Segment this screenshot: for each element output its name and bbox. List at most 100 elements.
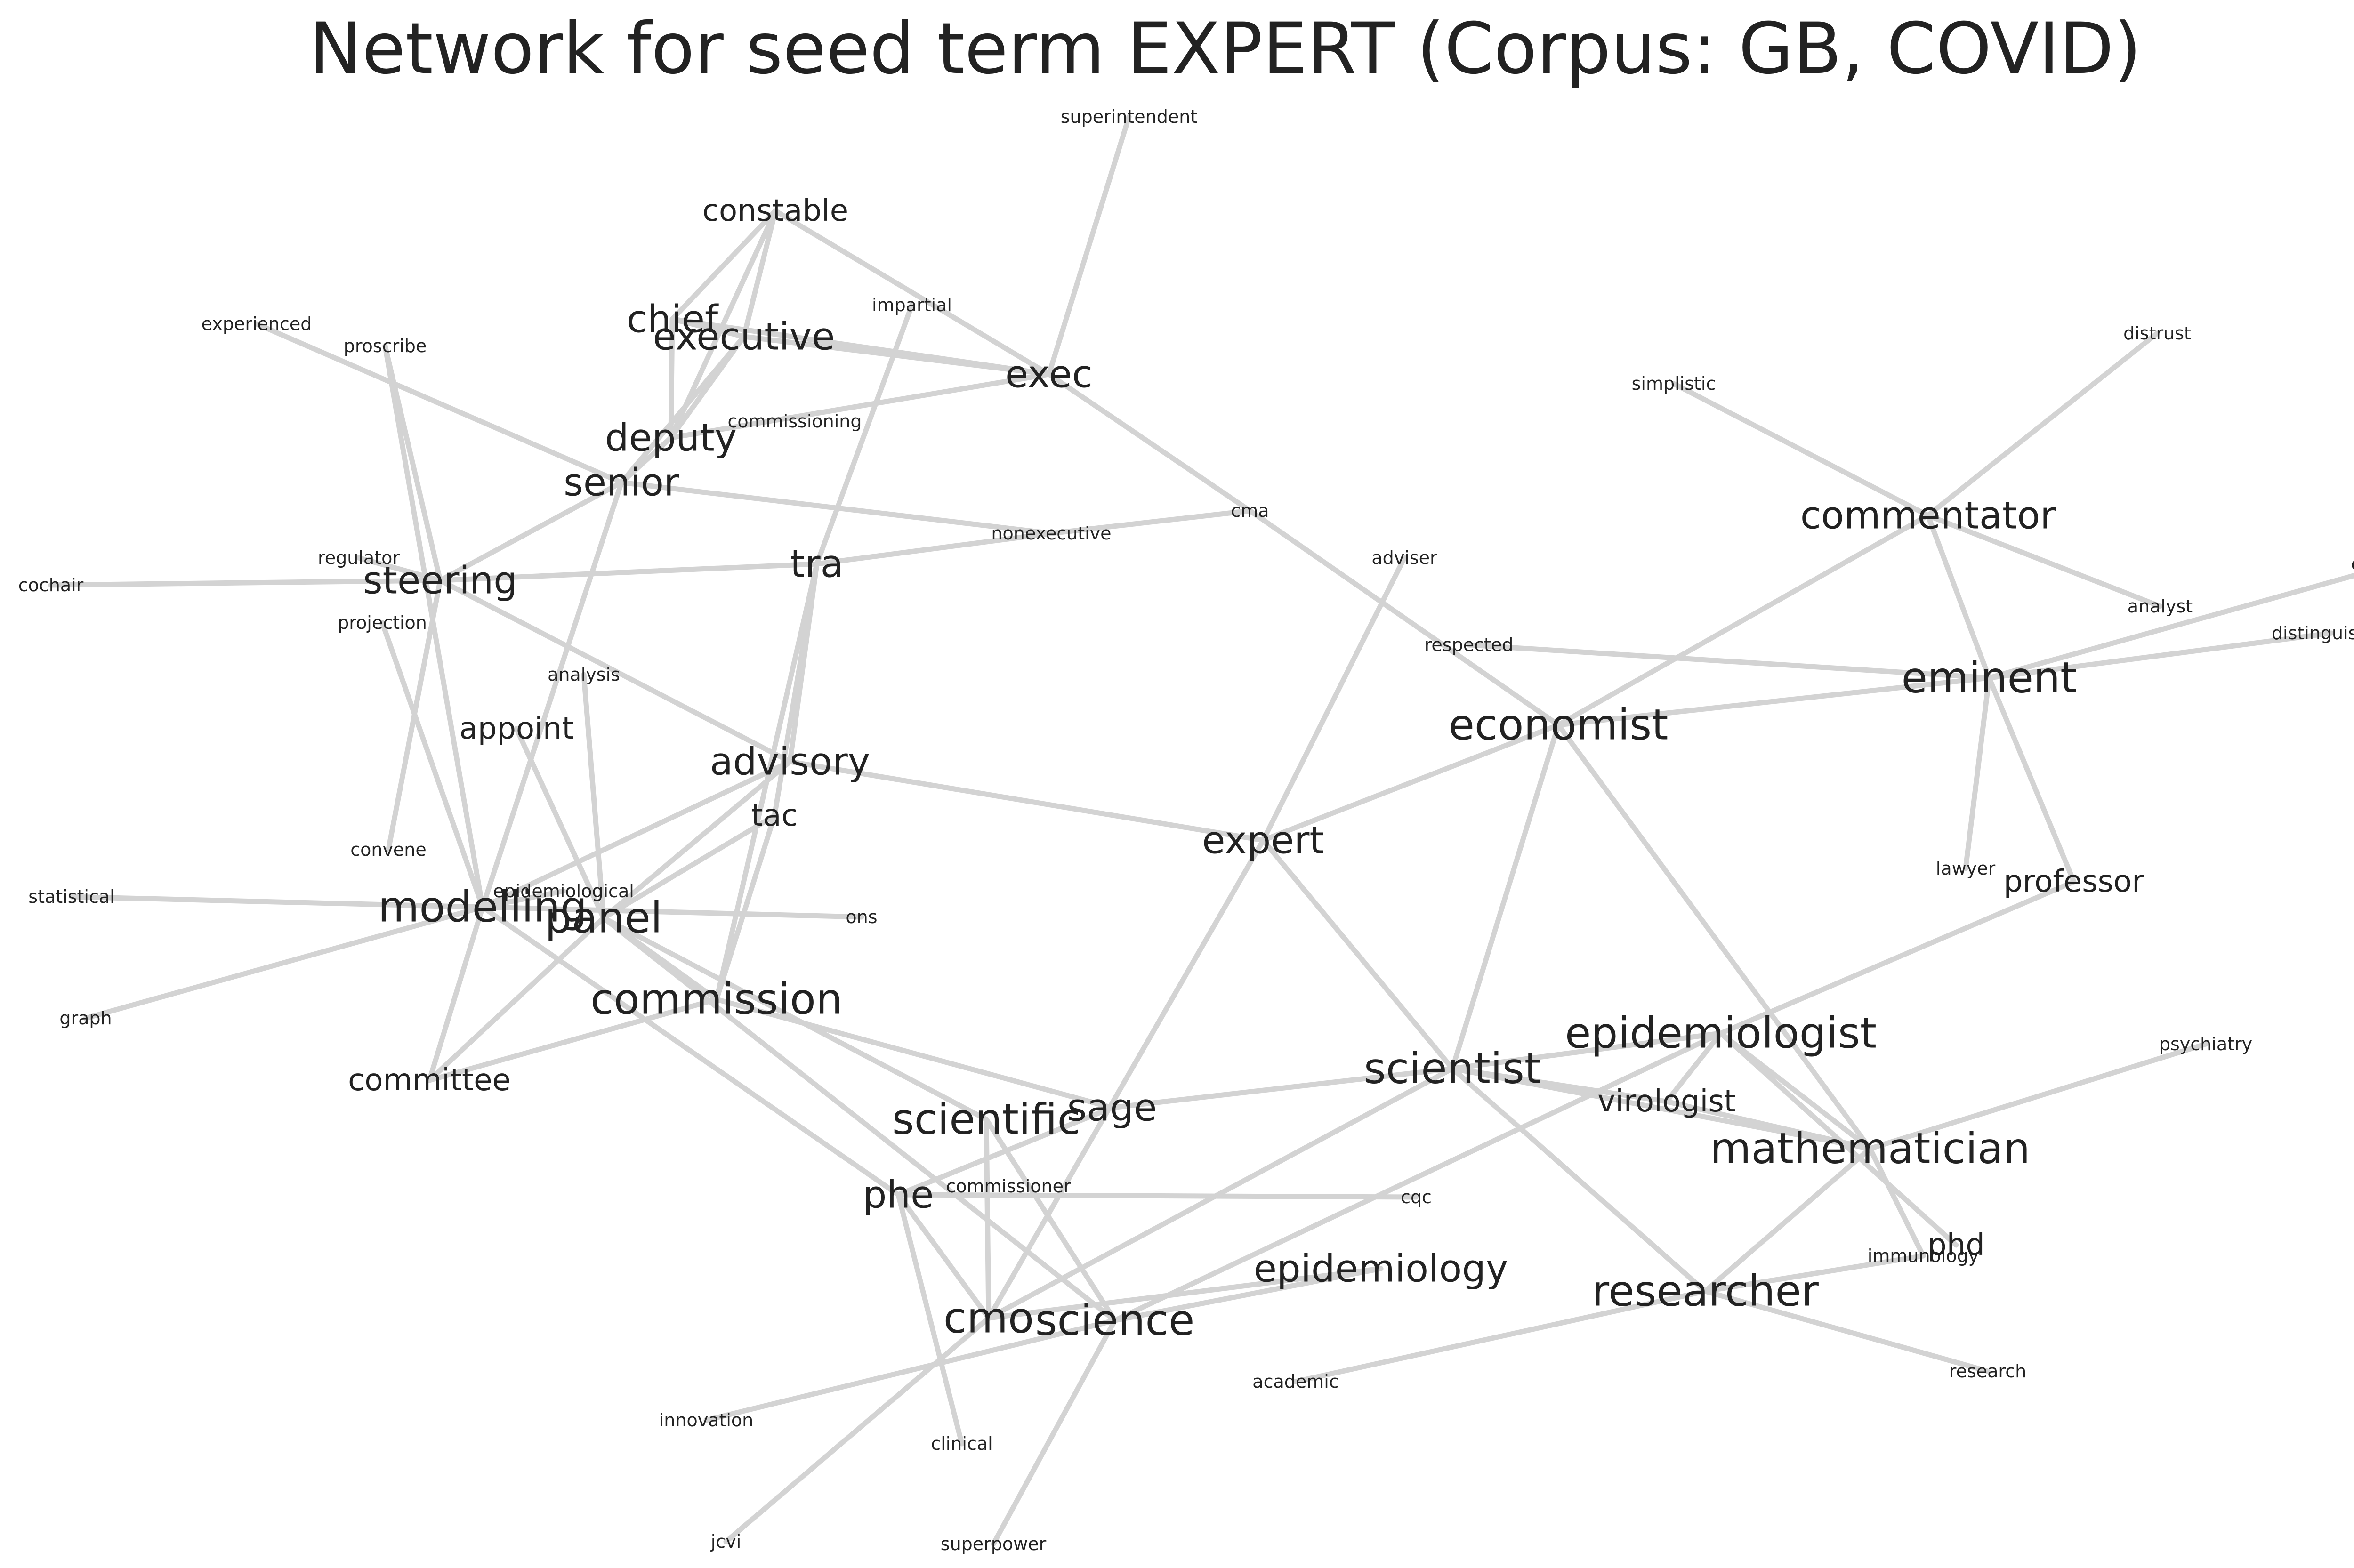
node-label-epidemiology: epidemiology xyxy=(1254,1247,1508,1291)
edge-science-epidemiology xyxy=(1112,1266,1384,1323)
edge-graph-modelling xyxy=(83,904,485,1021)
edge-exec-executive xyxy=(741,334,1052,377)
edge-modelling-phe xyxy=(480,904,901,1198)
edge-panel-commission xyxy=(601,915,719,1002)
node-label-superpower: superpower xyxy=(941,1534,1047,1554)
node-label-analyst: analyst xyxy=(2128,596,2193,617)
edge-exec-constable xyxy=(773,208,1052,377)
edge-scientist-epidemiologist xyxy=(1450,1030,1724,1071)
edge-scientist-sage xyxy=(1109,1066,1455,1110)
edge-modelling-ons xyxy=(480,904,864,920)
edge-constable-chief xyxy=(669,208,778,322)
node-label-phd: phd xyxy=(1927,1228,1985,1262)
node-label-respected: respected xyxy=(1425,635,1514,655)
node-label-innovation: innovation xyxy=(659,1410,754,1431)
node-label-researcher: researcher xyxy=(1592,1267,1819,1316)
node-label-clinical: clinical xyxy=(931,1433,992,1454)
node-label-psychiatry: psychiatry xyxy=(2159,1034,2252,1054)
node-label-projection: projection xyxy=(338,612,427,633)
edge-mathematician-immunology xyxy=(1867,1146,1926,1259)
node-label-steering: steering xyxy=(363,559,517,603)
node-label-commissioning: commissioning xyxy=(728,411,862,432)
edge-expert-adviser xyxy=(1260,555,1407,843)
node-label-senior: senior xyxy=(564,461,679,505)
edge-science-innovation xyxy=(703,1318,1118,1423)
edge-economist-scientist xyxy=(1450,722,1561,1071)
edge-projection-modelling xyxy=(379,620,485,910)
node-label-sage: sage xyxy=(1067,1086,1157,1130)
edge-commentator-distrust xyxy=(1925,330,2160,518)
node-label-analysis: analysis xyxy=(548,664,620,685)
node-label-expert: expert xyxy=(1202,819,1324,862)
node-label-science: science xyxy=(1035,1296,1195,1345)
node-label-experienced: experienced xyxy=(202,314,312,334)
node-label-regulator: regulator xyxy=(318,547,400,568)
node-label-distrust: distrust xyxy=(2123,323,2191,344)
edge-layer xyxy=(48,114,2354,1547)
edge-senior-modelling xyxy=(480,480,624,910)
edge-chief-deputy xyxy=(668,316,675,441)
edge-commentator-simplistic xyxy=(1671,381,1931,518)
edge-expert-cmo xyxy=(986,837,1266,1321)
edge-mathematician-psychiatry xyxy=(1867,1041,2209,1151)
edge-economist-cma xyxy=(1247,508,1561,728)
node-label-commission: commission xyxy=(590,975,843,1024)
node-label-scientific: scientific xyxy=(892,1095,1080,1144)
node-label-modelling: modelling xyxy=(378,883,587,932)
node-label-superintendent: superintendent xyxy=(1061,106,1198,127)
node-label-exec: exec xyxy=(1005,353,1093,396)
edge-epidemiologist-science xyxy=(1112,1030,1724,1323)
edge-commentator-eminent xyxy=(1925,513,1992,681)
edge-expert-advisory xyxy=(787,759,1266,843)
node-label-commissioner: commissioner xyxy=(946,1176,1071,1197)
node-label-epidemiological: epidemiological xyxy=(493,881,634,901)
edge-epidemiologist-virologist xyxy=(1664,1030,1724,1104)
node-label-convene: convene xyxy=(350,839,427,860)
edge-expert-scientist xyxy=(1260,837,1455,1071)
node-label-cma: cma xyxy=(1231,500,1269,521)
edge-mathematician-researcher xyxy=(1702,1146,1873,1294)
edge-commission-committee xyxy=(427,997,719,1083)
node-label-virologist: virologist xyxy=(1597,1084,1736,1119)
edge-economist-eminent xyxy=(1556,675,1992,728)
node-label-academic: academic xyxy=(1252,1371,1338,1392)
edge-senior-experienced xyxy=(254,321,624,485)
node-label-appoint: appoint xyxy=(459,711,573,746)
node-label-ons: ons xyxy=(846,907,877,927)
edge-phe-clinical xyxy=(895,1192,965,1447)
node-label-impartial: impartial xyxy=(872,295,952,315)
edge-senior-steering xyxy=(437,480,624,583)
node-label-cmo: cmo xyxy=(943,1294,1034,1343)
edge-modelling-epidemiological xyxy=(480,888,566,910)
node-label-graph: graph xyxy=(59,1008,112,1029)
node-label-statistical: statistical xyxy=(28,886,114,907)
edge-nonexecutive-tra xyxy=(814,531,1054,567)
edge-scientist-researcher xyxy=(1450,1066,1708,1294)
label-layer: superintendent constable impartial experien… xyxy=(18,106,2354,1554)
edge-executive-senior xyxy=(619,334,747,485)
edge-expert-economist xyxy=(1260,722,1561,843)
node-label-epidemiologist: epidemiologist xyxy=(1565,1009,1877,1058)
edge-phe-cqc xyxy=(895,1192,1419,1200)
node-label-research: research xyxy=(1949,1361,2026,1382)
edge-virologist-mathematician xyxy=(1664,1099,1873,1151)
edge-eminent-respected xyxy=(1466,642,1992,681)
node-label-professor: professor xyxy=(2004,864,2144,899)
node-label-simplistic: simplistic xyxy=(1632,373,1716,394)
edge-exec-deputy xyxy=(668,371,1052,441)
node-label-chief: chief xyxy=(627,298,719,341)
edge-economist-mathematician xyxy=(1556,722,1873,1151)
edge-steering-advisory xyxy=(437,578,793,764)
node-label-commentator: commentator xyxy=(1800,494,2056,538)
edge-appoint-panel xyxy=(514,726,606,921)
edge-cma-nonexecutive xyxy=(1048,508,1253,536)
edge-phe-cmo xyxy=(895,1192,992,1321)
edge-researcher-research xyxy=(1702,1288,1991,1374)
edge-commentator-analyst xyxy=(1925,513,2163,609)
node-label-phe: phe xyxy=(863,1173,934,1217)
edge-advisory-modelling xyxy=(480,759,793,910)
node-label-mathematician: mathematician xyxy=(1710,1124,2030,1174)
edge-cochair-steering xyxy=(48,578,443,588)
edge-advisory-panel xyxy=(601,759,793,921)
